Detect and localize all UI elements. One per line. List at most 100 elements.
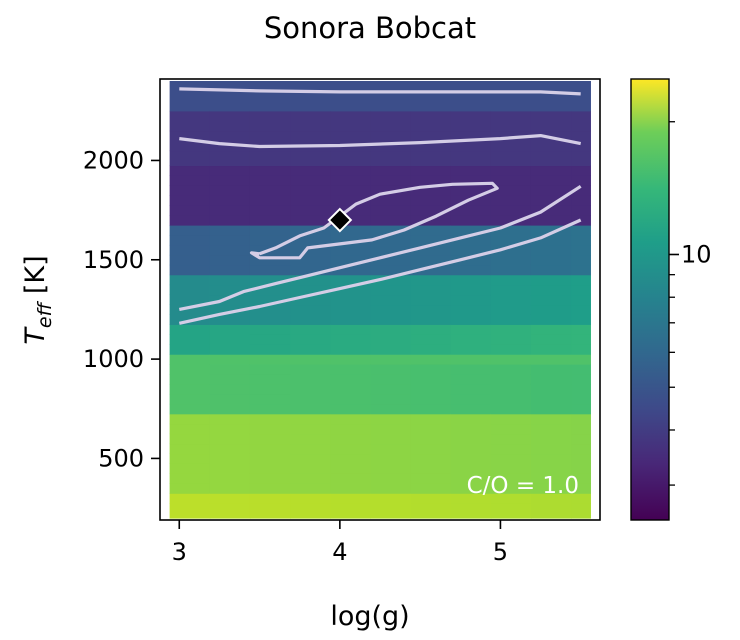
heatmap-cell: [249, 423, 291, 435]
heatmap-cell: [209, 274, 251, 286]
heatmap-cell: [209, 264, 251, 276]
heatmap-cell: [249, 493, 291, 504]
heatmap-cell: [290, 354, 331, 365]
heatmap-cell: [209, 443, 251, 455]
heatmap-cell: [490, 304, 532, 315]
heatmap-cell: [330, 413, 371, 425]
heatmap-cell: [410, 185, 452, 196]
heatmap-cell: [249, 324, 291, 335]
heatmap-cell: [290, 165, 331, 176]
heatmap-cell: [410, 473, 452, 484]
heatmap-cell: [249, 503, 291, 519]
heatmap-cell: [330, 294, 371, 306]
heatmap-cell: [530, 284, 572, 296]
heatmap-cell: [169, 383, 211, 395]
heatmap-cell: [290, 175, 331, 186]
heatmap-cell: [530, 403, 572, 415]
heatmap-cell: [209, 195, 251, 206]
heatmap-cell: [290, 403, 331, 415]
heatmap-cell: [209, 433, 251, 445]
heatmap-cell: [410, 175, 452, 186]
heatmap-cell: [290, 314, 331, 325]
heatmap-cell: [370, 165, 412, 176]
heatmap-cell: [490, 373, 532, 385]
y-tick-label: 1000: [83, 345, 144, 373]
heatmap-cell: [209, 423, 251, 435]
heatmap-cell: [450, 503, 492, 519]
heatmap-cell: [330, 433, 371, 445]
heatmap-cell: [169, 413, 211, 425]
heatmap-cell: [490, 150, 532, 167]
heatmap-cell: [330, 234, 371, 246]
heatmap-cell: [490, 503, 532, 519]
heatmap-cell: [249, 393, 291, 405]
heatmap-cell: [249, 264, 291, 276]
heatmap-cell: [370, 403, 412, 415]
heatmap-cell: [490, 225, 532, 236]
heatmap-cell: [290, 274, 331, 286]
heatmap-cell: [530, 354, 572, 365]
heatmap-cell: [169, 354, 211, 365]
heatmap-cell: [450, 284, 492, 296]
heatmap-cell: [209, 393, 251, 405]
heatmap-cell: [370, 324, 412, 335]
contour-line: [178, 218, 582, 325]
heatmap-cell: [490, 165, 532, 176]
heatmap-cell: [330, 373, 371, 385]
heatmap-cell: [209, 493, 251, 504]
heatmap-cell: [370, 195, 412, 206]
heatmap-cell: [249, 225, 291, 236]
heatmap-cell: [530, 175, 572, 186]
heatmap-cell: [209, 294, 251, 306]
heatmap-cell: [209, 314, 251, 325]
heatmap-cell: [410, 225, 452, 236]
heatmap-cell: [490, 344, 532, 355]
best-fit-layer: [327, 207, 353, 233]
heatmap-cell: [490, 130, 532, 152]
y-tick-label: 1500: [83, 246, 144, 274]
heatmap-cell: [169, 423, 211, 435]
heatmap-cell: [450, 483, 492, 494]
heatmap-cell: [571, 354, 591, 365]
heatmap-cell: [209, 413, 251, 425]
heatmap-cell: [571, 383, 591, 395]
heatmap-cell: [410, 274, 452, 286]
heatmap-cell: [490, 274, 532, 286]
heatmap-cell: [330, 195, 371, 206]
heatmap-cell: [209, 364, 251, 375]
heatmap-cell: [370, 344, 412, 355]
heatmap-cell: [571, 393, 591, 405]
heatmap-cell: [410, 294, 452, 306]
heatmap-cell: [410, 110, 452, 132]
heatmap-cell: [410, 413, 452, 425]
heatmap-cell: [169, 364, 211, 375]
heatmap-cell: [530, 304, 572, 315]
heatmap-cell: [370, 393, 412, 405]
heatmap-cell: [450, 264, 492, 276]
heatmap-cell: [490, 264, 532, 276]
heatmap-cell: [410, 354, 452, 365]
heatmap-cell: [370, 334, 412, 345]
x-axis-label: log(g): [330, 601, 409, 632]
heatmap-cell: [410, 403, 452, 415]
heatmap-cell: [209, 503, 251, 519]
heatmap-cell: [490, 493, 532, 504]
heatmap-cell: [571, 324, 591, 335]
heatmap-cell: [249, 383, 291, 395]
heatmap-cell: [249, 453, 291, 464]
heatmap-cell: [490, 324, 532, 335]
heatmap-cell: [530, 413, 572, 425]
heatmap-cell: [290, 205, 331, 216]
heatmap-cell: [410, 493, 452, 504]
colorbar-frame: [630, 78, 670, 521]
heatmap-cell: [530, 334, 572, 345]
heatmap-cell: [290, 463, 331, 474]
heatmap-cell: [169, 324, 211, 335]
heatmap-cell: [249, 284, 291, 296]
heatmap-cell: [209, 344, 251, 355]
heatmap-cell: [209, 244, 251, 256]
heatmap-cell: [290, 284, 331, 296]
heatmap-cell: [530, 453, 572, 464]
heatmap-cell: [249, 185, 291, 196]
heatmap-cell: [169, 165, 211, 176]
